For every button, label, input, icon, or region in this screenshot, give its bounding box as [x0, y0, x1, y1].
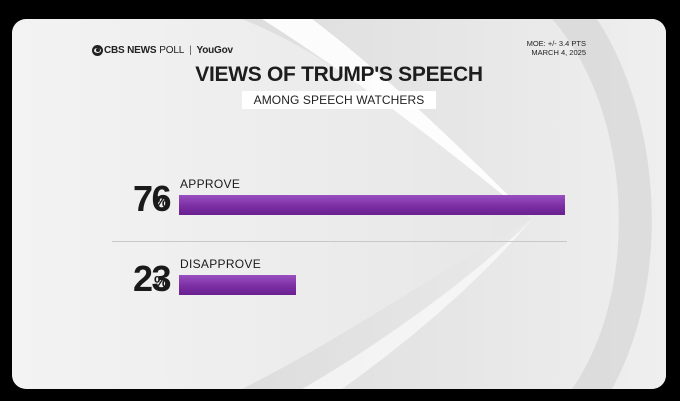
- poll-graphic-card: CBS NEWS POLL | YouGov MOE: +/- 3.4 PTS …: [12, 19, 666, 389]
- bar-row-disapprove: 23 % DISAPPROVE: [12, 257, 666, 317]
- poll-label: POLL: [159, 44, 185, 56]
- approve-value: 76: [132, 178, 172, 219]
- chart-subtitle: AMONG SPEECH WATCHERS: [241, 91, 437, 109]
- disapprove-value: 23: [132, 258, 172, 299]
- disapprove-bar: [179, 275, 296, 295]
- cbs-eye-icon: [92, 44, 103, 56]
- margin-of-error: MOE: +/- 3.4 PTS: [526, 39, 586, 48]
- disapprove-label: DISAPPROVE: [180, 257, 262, 271]
- cbs-news-brand: CBS NEWS: [104, 44, 157, 56]
- background-eye-art: [242, 19, 666, 389]
- subtitle-wrap: AMONG SPEECH WATCHERS: [12, 91, 666, 109]
- approve-percent-sign: %: [154, 194, 169, 211]
- approve-label: APPROVE: [180, 177, 241, 191]
- disapprove-percent-sign: %: [154, 274, 169, 291]
- yougov-brand: YouGov: [196, 44, 233, 56]
- bar-row-approve: 76 % APPROVE: [12, 177, 666, 237]
- approve-bar: [179, 195, 566, 215]
- margin-of-error-block: MOE: +/- 3.4 PTS MARCH 4, 2025: [527, 39, 586, 57]
- header-logos: CBS NEWS POLL | YouGov: [92, 43, 233, 57]
- poll-date: MARCH 4, 2025: [531, 48, 586, 57]
- logo-separator: |: [189, 44, 192, 56]
- chart-title: VIEWS OF TRUMP'S SPEECH: [195, 63, 483, 86]
- row-divider: [112, 241, 567, 242]
